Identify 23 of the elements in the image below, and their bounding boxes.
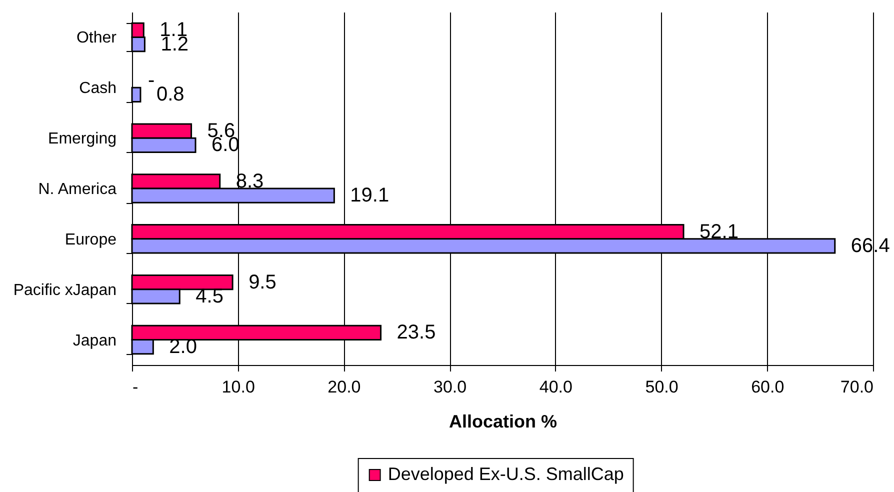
x-tick-label: -	[132, 378, 138, 396]
legend-label: Developed Ex-U.S. SmallCap	[388, 464, 624, 484]
y-tick-label: Europe	[64, 231, 117, 248]
x-tick-label: 50.0	[645, 378, 678, 396]
x-axis-title: Allocation %	[448, 412, 558, 432]
x-tick-label: 40.0	[539, 378, 572, 396]
y-tick-label: Emerging	[48, 130, 116, 148]
data-label: 9.5	[248, 271, 276, 294]
data-label: 0.8	[156, 84, 184, 106]
data-label: -	[148, 70, 155, 92]
data-label: 19.1	[350, 184, 390, 207]
data-label: 23.5	[396, 322, 436, 344]
y-tick-label: Cash	[79, 80, 116, 98]
data-label: 52.1	[700, 220, 738, 243]
x-tick-label: 60.0	[751, 378, 784, 396]
y-tick-label: Pacific xJapan	[13, 282, 116, 299]
y-tick-label: N. America	[38, 181, 117, 198]
x-tick-label: 10.0	[222, 378, 255, 396]
x-tick-label: 20.0	[328, 378, 361, 396]
x-tick-label: 30.0	[434, 378, 467, 396]
y-tick-label: Japan	[72, 332, 116, 350]
y-tick-label: Other	[76, 30, 118, 47]
x-tick-label: 70.0	[840, 378, 874, 396]
